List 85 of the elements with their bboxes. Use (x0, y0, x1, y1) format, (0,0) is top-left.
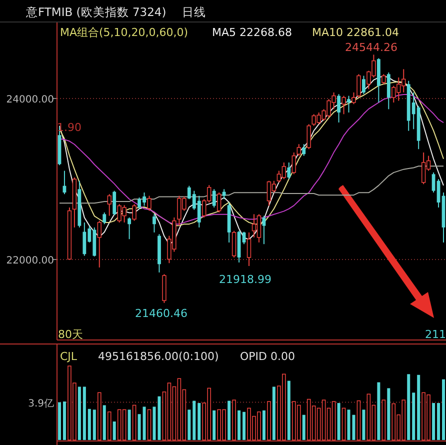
candlestick (337, 94, 340, 123)
bar (78, 386, 81, 440)
bar (407, 374, 410, 440)
candlestick (362, 75, 366, 95)
bar (188, 410, 191, 440)
ref-line-label: 3.9亿 (28, 398, 54, 410)
bar (442, 379, 446, 440)
candlestick (232, 230, 236, 258)
bar (112, 422, 116, 440)
bar (382, 400, 386, 440)
annotation: 211 (425, 328, 446, 341)
bar (212, 410, 216, 440)
bar (107, 411, 112, 440)
candlestick (306, 124, 311, 150)
y-tick-label: 24000.00 (6, 94, 54, 106)
candlestick (216, 192, 222, 213)
bar (198, 403, 201, 440)
candlestick (102, 212, 106, 225)
bar (62, 402, 66, 440)
candlestick (352, 92, 356, 105)
chart-subtitle: 日线 (182, 5, 206, 19)
bar (356, 400, 361, 440)
candlestick (296, 144, 301, 156)
bar (128, 410, 131, 440)
y-tick-label: 22000.00 (6, 255, 54, 266)
bar (142, 406, 146, 440)
bar (437, 403, 440, 440)
candlestick (222, 188, 226, 200)
chart-title: 意FTMIB (欧美指数 7324) (25, 5, 166, 19)
bar (82, 386, 86, 440)
text: OPID 0.00 (240, 350, 295, 363)
candlestick (152, 214, 156, 233)
bar (192, 400, 196, 440)
text: MA5 22268.68 (212, 26, 292, 39)
candlestick (112, 190, 116, 216)
candlestick (292, 152, 296, 175)
candlestick (347, 95, 350, 113)
bar (88, 408, 91, 440)
bar (102, 405, 106, 440)
bar (267, 401, 271, 440)
text: MA10 22861.04 (312, 26, 399, 39)
candlestick (107, 194, 112, 216)
bar (412, 392, 416, 440)
bar (432, 403, 436, 440)
bar (228, 400, 231, 440)
bar (342, 408, 346, 440)
candlestick (132, 204, 136, 222)
annotation: 80天 (58, 328, 83, 341)
candlestick (432, 172, 436, 194)
bar (238, 410, 241, 440)
candlestick (147, 195, 152, 212)
annotation: 21460.46 (135, 307, 188, 320)
bar (262, 410, 266, 440)
candlestick (386, 72, 390, 110)
bar (58, 402, 61, 440)
bar (337, 403, 340, 440)
candlestick (342, 95, 346, 115)
bar (377, 382, 380, 440)
bar (232, 400, 236, 440)
bar (417, 374, 420, 440)
annotation: 21918.99 (219, 273, 272, 286)
bar (387, 388, 390, 440)
candlestick (97, 220, 102, 268)
bar (242, 412, 246, 440)
candlestick (212, 188, 216, 208)
bar (132, 404, 136, 440)
annotation: MA组合(5,10,20,0,60,0) (60, 26, 188, 39)
candlestick (302, 144, 306, 156)
bar (272, 386, 276, 440)
text: CJL (60, 350, 78, 363)
candlestick (128, 216, 132, 240)
bar (362, 410, 366, 440)
bar (147, 409, 152, 440)
candlestick (246, 232, 252, 267)
annotation: 1.90 (57, 121, 82, 134)
bar (92, 410, 96, 440)
candlestick (382, 74, 386, 85)
candlestick (356, 74, 361, 98)
bar (97, 392, 102, 440)
bar (302, 414, 306, 440)
text: 495161856.00(0:100) (98, 350, 219, 363)
candlestick (287, 162, 291, 180)
bar (138, 414, 141, 440)
bar (287, 380, 290, 440)
annotation: 24544.26 (345, 41, 398, 54)
